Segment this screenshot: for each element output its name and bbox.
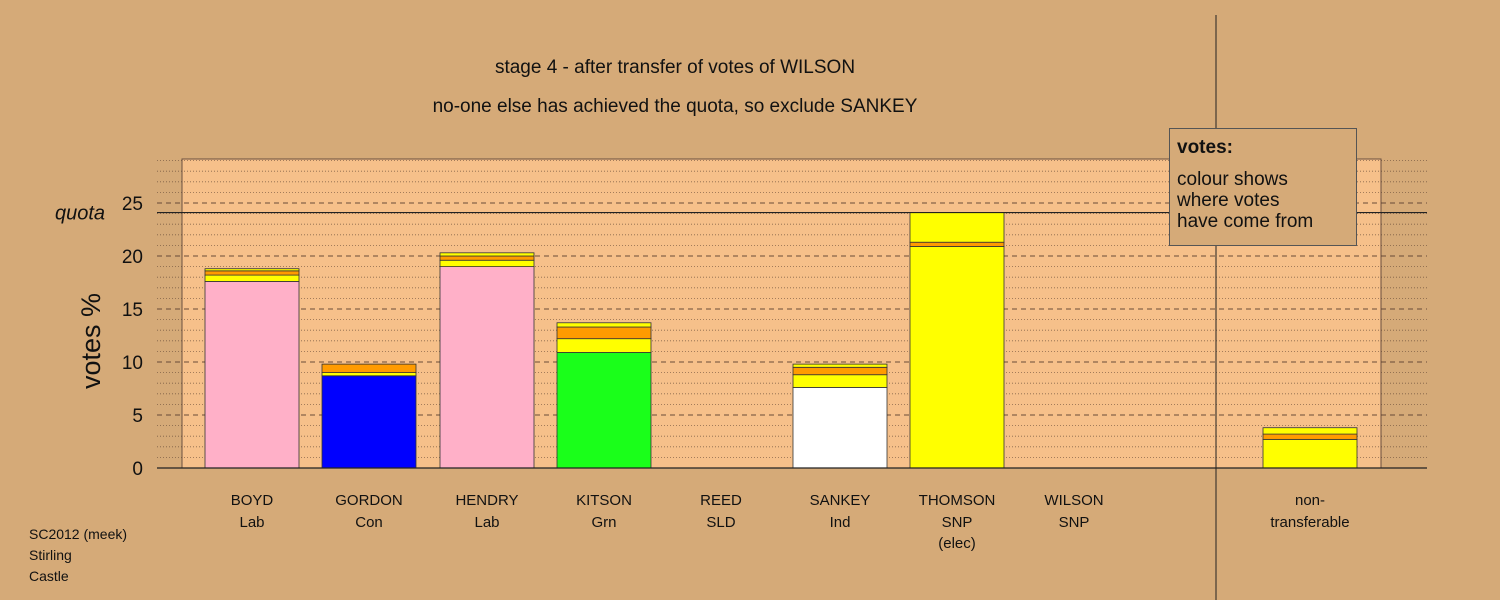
quota-label: quota	[55, 203, 105, 225]
bar-segment	[321, 375, 417, 469]
bar-segment	[204, 274, 300, 282]
category-label: GORDON	[335, 492, 403, 509]
chart-subtitle: no-one else has achieved the quota, so e…	[433, 96, 918, 117]
category-party: SNP	[1059, 514, 1090, 531]
bar-segment	[909, 212, 1005, 243]
category-party: transferable	[1270, 514, 1349, 531]
legend-line: have come from	[1177, 211, 1314, 232]
bar-segment	[439, 259, 535, 267]
footer-note: SC2012 (meek) Stirling Castle	[29, 524, 127, 587]
bar-segment	[439, 266, 535, 469]
bar-segment	[792, 387, 888, 469]
category-party: Con	[355, 514, 383, 531]
bar-segment	[792, 374, 888, 388]
category-label: non-	[1295, 492, 1325, 509]
y-axis-label: votes %	[76, 293, 106, 389]
bar-segment	[321, 363, 417, 373]
chart-title: stage 4 - after transfer of votes of WIL…	[495, 57, 855, 78]
bar-segment	[1262, 438, 1358, 469]
footer-line: SC2012 (meek)	[29, 526, 128, 542]
bar-segment	[792, 366, 888, 376]
y-tick-label: 10	[122, 353, 143, 374]
category-party: Ind	[830, 514, 851, 531]
footer-line: Stirling	[29, 547, 72, 563]
y-tick-label: 25	[122, 194, 143, 215]
bar-segment	[204, 268, 300, 272]
category-party: Grn	[591, 514, 616, 531]
y-tick-label: 20	[122, 247, 143, 268]
y-tick-label: 5	[132, 406, 143, 427]
bar-segment	[556, 326, 652, 340]
category-note: (elec)	[938, 535, 976, 552]
category-party: Lab	[474, 514, 499, 531]
legend-line: where votes	[1177, 190, 1280, 211]
category-label: KITSON	[576, 492, 632, 509]
legend: votes: colour shows where votes have com…	[1169, 128, 1357, 246]
category-label: HENDRY	[455, 492, 518, 509]
bar-segment	[556, 352, 652, 469]
y-tick-label: 0	[132, 459, 143, 480]
bar-segment	[1262, 433, 1358, 440]
bar-segment	[439, 255, 535, 261]
footer-line: Castle	[29, 568, 69, 584]
bar-segment	[556, 322, 652, 328]
bar-segment	[204, 270, 300, 276]
category-label: SANKEY	[810, 492, 871, 509]
category-party: Lab	[239, 514, 264, 531]
bar-segment	[1262, 427, 1358, 435]
bar-segment	[909, 241, 1005, 247]
category-label: REED	[700, 492, 742, 509]
category-label: WILSON	[1044, 492, 1103, 509]
category-label: BOYD	[231, 492, 274, 509]
legend-line: colour shows	[1177, 169, 1288, 190]
bar-segment	[556, 338, 652, 353]
legend-title: votes:	[1177, 137, 1233, 158]
bar-segment	[909, 246, 1005, 469]
category-label: THOMSON	[919, 492, 996, 509]
category-party: SNP	[942, 514, 973, 531]
bar-segment	[792, 363, 888, 368]
category-party: SLD	[706, 514, 735, 531]
bar-segment	[439, 252, 535, 257]
bar-segment	[204, 281, 300, 469]
bar-segment	[321, 372, 417, 377]
y-tick-label: 15	[122, 300, 143, 321]
